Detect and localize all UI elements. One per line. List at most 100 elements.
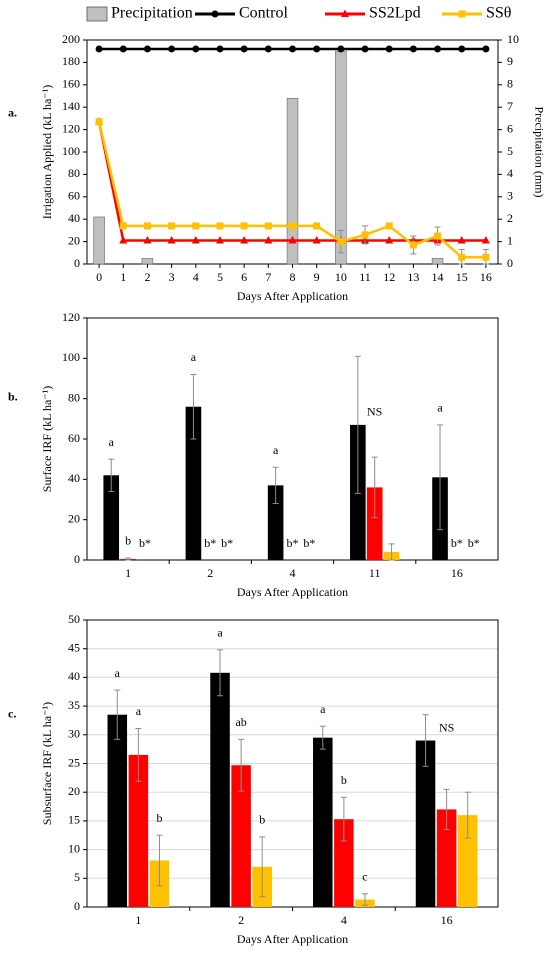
marker bbox=[385, 222, 393, 230]
y-tick-label: 25 bbox=[68, 755, 80, 769]
y-tick-label: 30 bbox=[68, 727, 80, 741]
x-tick-label: 16 bbox=[451, 566, 463, 580]
marker bbox=[289, 222, 296, 230]
x-tick-label: 6 bbox=[241, 270, 247, 284]
y-tick-label: 20 bbox=[68, 511, 80, 525]
marker bbox=[341, 9, 349, 17]
x-tick-label: 16 bbox=[480, 270, 492, 284]
significance-label: a bbox=[217, 626, 223, 640]
y-tick-label: 35 bbox=[68, 698, 80, 712]
marker bbox=[313, 45, 321, 53]
y-tick-label: 0 bbox=[74, 899, 80, 913]
bar bbox=[457, 815, 478, 907]
x-tick-label: 11 bbox=[369, 566, 381, 580]
marker bbox=[482, 253, 490, 261]
marker bbox=[119, 235, 128, 244]
marker bbox=[289, 45, 296, 53]
marker bbox=[458, 253, 466, 261]
significance-label: a bbox=[115, 666, 121, 680]
y-tick-label: 50 bbox=[68, 612, 80, 626]
marker bbox=[143, 235, 152, 244]
y-tick-label: 0 bbox=[74, 552, 80, 566]
legend-label: Precipitation bbox=[111, 5, 193, 22]
legend-label: Control bbox=[239, 5, 288, 22]
y-tick-label: 60 bbox=[68, 431, 80, 445]
legend-swatch bbox=[86, 6, 108, 22]
x-tick-label: 12 bbox=[383, 270, 395, 284]
marker bbox=[240, 235, 249, 244]
x-tick-label: 1 bbox=[120, 270, 126, 284]
x-tick-label: 7 bbox=[265, 270, 271, 284]
marker bbox=[458, 10, 466, 18]
x-tick-label: 15 bbox=[456, 270, 468, 284]
marker bbox=[143, 222, 151, 230]
x-tick-label: 3 bbox=[169, 270, 175, 284]
marker bbox=[481, 235, 490, 244]
marker bbox=[288, 235, 297, 244]
y2-tick-label: 1 bbox=[507, 233, 513, 247]
x-tick-label: 11 bbox=[359, 270, 371, 284]
y-tick-label: 10 bbox=[68, 841, 80, 855]
marker bbox=[143, 45, 151, 53]
marker bbox=[312, 235, 321, 244]
plot-frame bbox=[86, 317, 499, 561]
marker bbox=[119, 222, 127, 230]
marker bbox=[385, 235, 394, 244]
y-tick-label: 40 bbox=[68, 669, 80, 683]
y2-tick-label: 7 bbox=[507, 99, 513, 113]
marker bbox=[168, 45, 176, 53]
y-tick-label: 45 bbox=[68, 640, 80, 654]
bar bbox=[366, 487, 383, 560]
bar bbox=[334, 819, 354, 907]
marker bbox=[434, 45, 442, 53]
bar bbox=[415, 740, 436, 907]
precip-bar bbox=[286, 97, 299, 265]
bar bbox=[436, 809, 457, 907]
y-tick-label: 120 bbox=[62, 310, 80, 324]
y-tick-label: 80 bbox=[68, 390, 80, 404]
bar bbox=[185, 406, 202, 560]
significance-label: ab bbox=[235, 715, 246, 729]
marker bbox=[434, 232, 442, 240]
marker bbox=[457, 235, 466, 244]
x-tick-label: 4 bbox=[193, 270, 199, 284]
y2-tick-label: 0 bbox=[507, 256, 513, 270]
bar bbox=[313, 737, 333, 907]
y-tick-label: 20 bbox=[68, 784, 80, 798]
x-axis-title: Days After Application bbox=[237, 932, 348, 946]
significance-label: a bbox=[437, 401, 443, 415]
legend-label: SSθ bbox=[486, 5, 511, 22]
bar bbox=[267, 485, 284, 560]
x-tick-label: 0 bbox=[96, 270, 102, 284]
precip-bar bbox=[93, 216, 105, 265]
marker bbox=[264, 45, 272, 53]
y-tick-label: 180 bbox=[62, 54, 80, 68]
marker bbox=[409, 241, 417, 249]
significance-label: b* bbox=[287, 536, 299, 550]
significance-label: b bbox=[341, 773, 347, 787]
panel-label: a. bbox=[8, 106, 17, 120]
y2-tick-label: 10 bbox=[507, 32, 519, 46]
marker bbox=[385, 45, 393, 53]
significance-label: b* bbox=[221, 536, 233, 550]
marker bbox=[409, 45, 417, 53]
marker bbox=[458, 45, 466, 53]
y2-tick-label: 3 bbox=[507, 189, 513, 203]
x-tick-label: 2 bbox=[238, 913, 244, 927]
marker bbox=[191, 235, 200, 244]
marker bbox=[95, 118, 103, 126]
category-label: NS bbox=[367, 405, 382, 419]
y-tick-label: 40 bbox=[68, 471, 80, 485]
y-tick-label: 15 bbox=[68, 813, 80, 827]
significance-label: c bbox=[362, 870, 367, 884]
y2-tick-label: 6 bbox=[507, 121, 513, 135]
significance-label: a bbox=[320, 702, 326, 716]
marker bbox=[361, 45, 369, 53]
x-tick-label: 8 bbox=[290, 270, 296, 284]
significance-label: b* bbox=[303, 536, 315, 550]
significance-label: a bbox=[109, 435, 115, 449]
y-tick-label: 5 bbox=[74, 870, 80, 884]
x-tick-label: 2 bbox=[207, 566, 213, 580]
bar bbox=[103, 475, 120, 560]
y2-tick-label: 4 bbox=[507, 166, 513, 180]
